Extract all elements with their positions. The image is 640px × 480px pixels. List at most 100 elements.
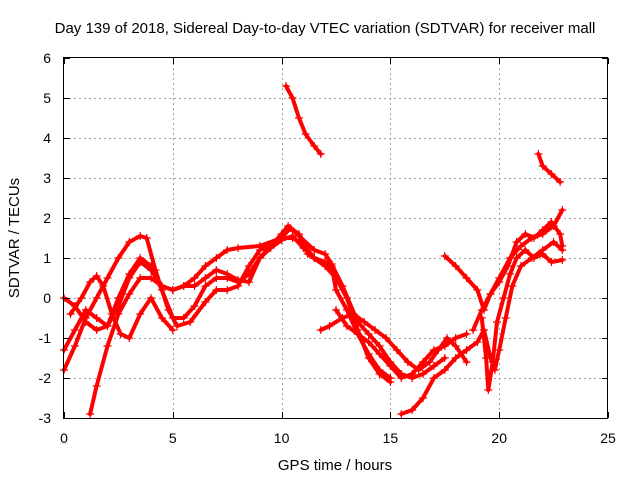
y-tick-label: 0 (43, 290, 51, 306)
data-point (201, 274, 210, 282)
data-point (223, 270, 232, 278)
data-point (488, 358, 497, 366)
data-point (332, 286, 340, 294)
data-point (495, 278, 504, 286)
series-track-f (332, 306, 471, 382)
data-point (558, 256, 567, 264)
data-point (255, 254, 264, 262)
data-point (325, 322, 334, 330)
data-point (556, 178, 565, 186)
data-point (99, 282, 108, 290)
data-point (114, 294, 123, 302)
data-point (136, 274, 145, 282)
data-point (103, 342, 112, 350)
ticks: 0 5 10 15 20 25 -3 -2 -1 0 1 2 3 4 5 6 (39, 50, 616, 446)
data-point (462, 330, 471, 338)
data-point (223, 286, 232, 294)
data-point (136, 310, 145, 318)
data-point (397, 410, 406, 418)
data-point (107, 310, 116, 318)
data-point (558, 242, 567, 250)
y-tick-label: 5 (43, 90, 51, 106)
series-track-l (469, 218, 567, 334)
data-point (506, 270, 515, 278)
data-point (538, 226, 547, 234)
data-point (462, 274, 471, 282)
data-point (414, 366, 423, 374)
data-point (212, 254, 221, 262)
data-point (530, 234, 539, 242)
data-point (266, 244, 275, 252)
data-point (508, 282, 517, 290)
data-point (284, 222, 293, 230)
data-point (310, 254, 319, 262)
series-line (536, 152, 563, 184)
data-point (473, 286, 482, 294)
data-point (371, 326, 380, 334)
series-line (88, 234, 338, 416)
data-point (364, 330, 373, 338)
data-point (234, 276, 243, 284)
data-point (316, 150, 325, 158)
x-tick-label: 15 (383, 430, 399, 446)
data-point (462, 358, 471, 366)
x-axis-label: GPS time / hours (278, 457, 392, 474)
y-tick-label: 3 (43, 170, 51, 186)
data-point (386, 374, 395, 382)
data-point (77, 294, 86, 302)
x-tick-label: 0 (60, 430, 68, 446)
y-tick-label: 6 (43, 50, 51, 66)
data-point (92, 272, 101, 280)
plot-area (60, 82, 567, 418)
data-point (168, 326, 177, 334)
series-line (62, 234, 393, 380)
data-point (244, 278, 253, 286)
data-point (244, 262, 253, 270)
data-point (125, 238, 134, 246)
series-line (471, 220, 565, 332)
data-point (223, 246, 232, 254)
data-point (103, 274, 112, 282)
data-point (190, 282, 199, 290)
data-point (157, 282, 166, 290)
data-point (392, 346, 401, 354)
data-point (451, 334, 460, 342)
data-point (534, 150, 543, 158)
data-point (516, 262, 525, 270)
y-axis-label: SDTVAR / TECUs (6, 178, 23, 298)
data-point (360, 318, 369, 326)
data-point (440, 366, 449, 374)
data-point (386, 362, 395, 370)
data-point (440, 354, 449, 362)
data-point (501, 314, 510, 322)
data-point (503, 262, 512, 270)
data-point (338, 314, 347, 322)
data-point (429, 374, 438, 382)
data-point (310, 246, 319, 254)
data-point (530, 254, 539, 262)
data-point (462, 346, 471, 354)
data-point (212, 274, 221, 282)
data-point (321, 250, 330, 258)
data-point (375, 342, 384, 350)
series-track-e (66, 272, 177, 342)
series-line (68, 274, 175, 340)
y-tick-label: 1 (43, 250, 51, 266)
y-tick-label: -1 (39, 330, 52, 346)
series-line (284, 84, 323, 156)
data-point (425, 358, 434, 366)
data-point (86, 278, 95, 286)
data-point (547, 218, 556, 226)
data-point (556, 230, 565, 238)
series-track-g (281, 82, 325, 158)
data-point (342, 306, 351, 314)
data-point (190, 274, 199, 282)
data-point (212, 266, 221, 274)
data-point (190, 302, 199, 310)
data-point (147, 274, 156, 282)
data-point (147, 294, 156, 302)
data-point (142, 234, 151, 242)
data-point (408, 406, 417, 414)
data-point (125, 290, 134, 298)
